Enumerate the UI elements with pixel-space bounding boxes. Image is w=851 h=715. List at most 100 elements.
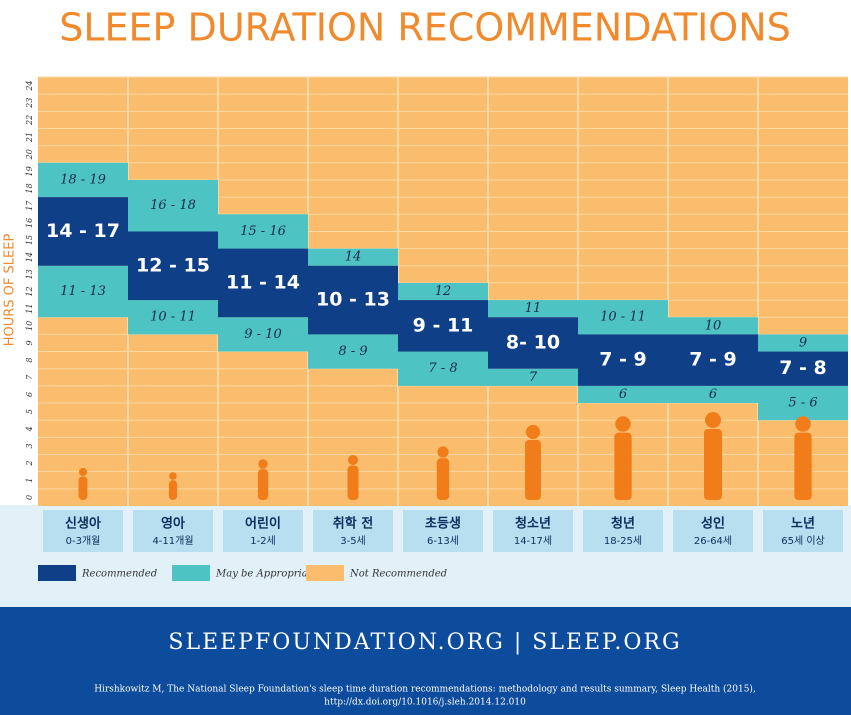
person-icon-body bbox=[257, 469, 269, 500]
appropriate-range bbox=[128, 300, 218, 335]
y-tick-label: 19 bbox=[25, 166, 34, 176]
category-label: 노년 bbox=[791, 517, 815, 532]
y-tick-label: 22 bbox=[25, 115, 34, 126]
y-tick-label: 9 bbox=[25, 340, 34, 345]
category-label: 신생아 bbox=[65, 516, 101, 532]
appropriate-label: 16 - 18 bbox=[150, 198, 196, 213]
legend-label: May be Appropriate bbox=[215, 569, 318, 580]
appropriate-range bbox=[488, 300, 578, 318]
y-tick-label: 10 bbox=[25, 321, 34, 331]
person-icon-body bbox=[794, 432, 812, 500]
recommended-label: 7 - 9 bbox=[689, 349, 737, 371]
category-sublabel: 18-25세 bbox=[604, 535, 642, 547]
category-sublabel: 4-11개월 bbox=[152, 535, 193, 547]
category-sublabel: 0-3개월 bbox=[66, 535, 101, 547]
appropriate-range bbox=[578, 385, 668, 404]
category-box bbox=[403, 510, 483, 552]
appropriate-label: 15 - 16 bbox=[240, 224, 286, 239]
appropriate-label: 7 - 8 bbox=[428, 361, 457, 376]
appropriate-label: 14 bbox=[345, 250, 362, 265]
y-tick-label: 13 bbox=[25, 269, 34, 279]
appropriate-label: 8 - 9 bbox=[338, 344, 367, 359]
category-box bbox=[133, 510, 213, 552]
category-box bbox=[43, 510, 123, 552]
category-sublabel: 1-2세 bbox=[250, 535, 276, 547]
category-sublabel: 3-5세 bbox=[340, 535, 366, 547]
person-icon-body bbox=[347, 465, 359, 500]
appropriate-label: 10 bbox=[705, 318, 722, 333]
appropriate-label: 11 bbox=[525, 301, 542, 316]
recommended-range bbox=[128, 231, 218, 301]
appropriate-range bbox=[578, 300, 668, 335]
category-box bbox=[583, 510, 663, 552]
appropriate-label: 6 bbox=[709, 387, 717, 402]
category-box bbox=[673, 510, 753, 552]
category-sublabel: 26-64세 bbox=[694, 535, 732, 547]
y-tick-label: 8 bbox=[25, 358, 34, 363]
category-label: 성인 bbox=[701, 516, 725, 532]
recommended-label: 7 - 9 bbox=[599, 349, 647, 371]
category-box bbox=[223, 510, 303, 552]
y-tick-label: 18 bbox=[25, 183, 34, 193]
y-tick-label: 2 bbox=[25, 461, 34, 467]
y-tick-label: 20 bbox=[25, 149, 34, 160]
category-label: 초등생 bbox=[425, 517, 461, 532]
y-tick-label: 7 bbox=[25, 374, 34, 380]
recommended-label: 9 - 11 bbox=[413, 314, 474, 336]
appropriate-label: 11 - 13 bbox=[60, 284, 106, 299]
person-icon-head bbox=[348, 455, 358, 465]
appropriate-range bbox=[758, 334, 848, 352]
category-sublabel: 65세 이상 bbox=[781, 535, 825, 547]
category-sublabel: 6-13세 bbox=[427, 535, 459, 547]
category-label: 어린이 bbox=[245, 516, 281, 532]
category-label: 취학 전 bbox=[333, 516, 373, 532]
category-label: 청년 bbox=[611, 516, 635, 532]
recommended-range bbox=[758, 351, 848, 386]
y-tick-label: 24 bbox=[25, 80, 34, 91]
y-tick-label: 12 bbox=[25, 286, 34, 296]
appropriate-range bbox=[398, 351, 488, 386]
appropriate-range bbox=[308, 334, 398, 369]
appropriate-range bbox=[218, 214, 308, 249]
recommended-label: 14 - 17 bbox=[46, 220, 120, 242]
recommended-label: 10 - 13 bbox=[316, 289, 390, 311]
legend-swatch bbox=[172, 565, 210, 581]
legend-label: Not Recommended bbox=[349, 569, 447, 580]
y-axis-label: HOURS OF SLEEP bbox=[3, 234, 18, 347]
appropriate-label: 9 bbox=[799, 335, 807, 350]
category-label: 청소년 bbox=[515, 516, 551, 532]
appropriate-range bbox=[218, 317, 308, 352]
appropriate-label: 9 - 10 bbox=[244, 327, 281, 342]
person-icon-body bbox=[168, 480, 178, 500]
category-box bbox=[493, 510, 573, 552]
appropriate-range bbox=[38, 162, 128, 198]
title: SLEEP DURATION RECOMMENDATIONS bbox=[59, 6, 791, 50]
y-tick-label: 6 bbox=[25, 392, 34, 397]
recommended-label: 8- 10 bbox=[506, 331, 560, 353]
y-tick-label: 11 bbox=[25, 304, 34, 314]
y-tick-label: 3 bbox=[25, 443, 34, 448]
person-icon-body bbox=[436, 458, 450, 500]
recommended-range bbox=[578, 334, 668, 386]
appropriate-label: 18 - 19 bbox=[60, 172, 106, 187]
person-icon-head bbox=[437, 446, 449, 458]
legend-swatch bbox=[38, 565, 76, 581]
person-icon-head bbox=[78, 467, 88, 477]
recommended-label: 12 - 15 bbox=[136, 254, 210, 276]
appropriate-label: 12 bbox=[435, 284, 452, 299]
appropriate-label: 5 - 6 bbox=[788, 396, 817, 411]
recommended-range bbox=[398, 300, 488, 352]
person-icon-body bbox=[614, 432, 632, 500]
recommended-range bbox=[668, 334, 758, 386]
appropriate-range bbox=[308, 248, 398, 266]
category-box bbox=[763, 510, 843, 552]
person-icon-head bbox=[258, 459, 268, 469]
y-tick-label: 23 bbox=[25, 98, 34, 109]
recommended-range bbox=[308, 265, 398, 335]
person-icon-body bbox=[525, 439, 541, 500]
y-tick-label: 0 bbox=[25, 495, 34, 500]
citation: Hirshkowitz M, The National Sleep Founda… bbox=[94, 684, 756, 695]
appropriate-range bbox=[668, 385, 758, 404]
